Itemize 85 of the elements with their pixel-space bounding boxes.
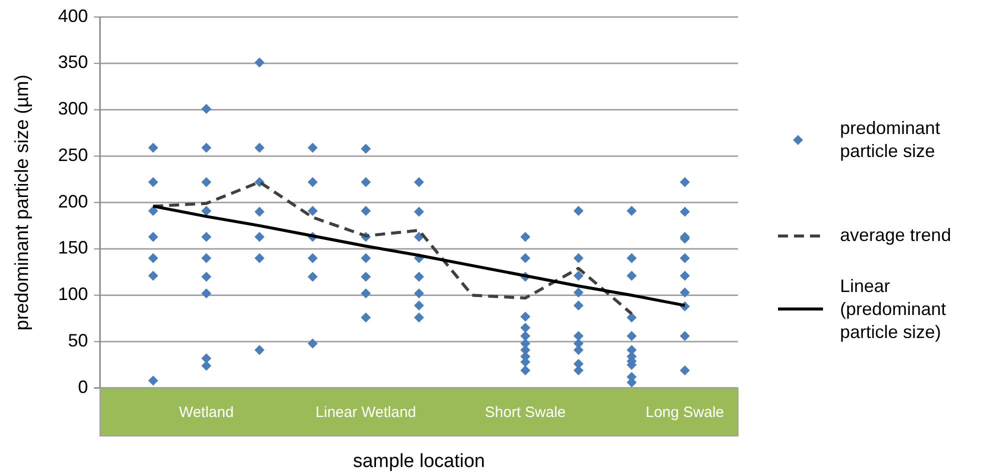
point [574,300,584,310]
point [148,253,158,264]
point [201,104,212,114]
point [308,142,318,153]
point [360,312,371,323]
point [626,270,637,281]
point [254,57,264,68]
y-tick-label: 300 [58,98,88,118]
point [414,312,424,323]
point [360,144,371,154]
point [680,331,690,342]
point [574,331,584,342]
point [680,253,690,264]
x-tick-label: Short Swale [484,404,566,421]
point [520,312,530,322]
point [520,365,530,376]
point [254,253,264,264]
point [201,360,212,371]
point [626,253,637,264]
x-tick-label: Wetland [178,404,234,421]
point [680,287,690,298]
x-tick-label: Linear Wetland [316,404,416,421]
point [148,206,158,216]
point [148,376,158,386]
point [201,272,212,282]
point [201,177,212,188]
legend-label: predominant particle size [840,118,940,161]
point [414,206,424,217]
point [148,142,158,153]
point [360,272,371,282]
y-tick-label: 250 [58,144,88,165]
x-tick-label: Long Swale [646,404,724,421]
point [360,206,371,216]
point [254,142,264,153]
y-tick-label: 100 [58,284,88,304]
point [308,206,318,216]
point [626,312,637,323]
point [254,206,264,217]
point [574,253,584,264]
point [201,353,212,364]
point [148,232,158,242]
point [148,270,158,281]
point [360,288,371,298]
y-tick-label: 150 [58,238,88,258]
y-axis-title: predominant particle size (µm) [12,74,33,330]
y-tick-label: 0 [78,376,88,397]
y-tick-label: 350 [58,52,88,72]
point [148,177,158,188]
point [201,253,212,264]
point [201,206,212,216]
point [360,177,371,188]
point [201,232,212,242]
point [414,232,424,242]
point [201,288,212,298]
point [680,270,690,281]
point [520,232,530,242]
y-tick-label: 400 [58,6,88,26]
point [360,253,371,264]
point [308,253,318,264]
legend-label: average trend [840,224,952,245]
x-axis-title: sample location [352,451,486,472]
point [414,300,424,310]
legend-label: Linear (predominant particle size) [840,276,946,342]
point [254,344,264,355]
point [414,272,424,282]
point [520,322,530,333]
point [414,288,424,298]
point [520,331,530,342]
point [680,177,690,188]
point [626,331,637,342]
point [520,253,530,264]
y-tick-label: 50 [68,330,88,350]
point [201,142,212,153]
y-tick-label: 200 [58,191,88,212]
point [680,365,690,376]
point [308,338,318,348]
point [414,177,424,188]
point [680,206,690,217]
point [308,272,318,282]
point [574,287,584,298]
point [254,232,264,242]
point [308,177,318,188]
point [574,206,584,216]
point [574,270,584,281]
point [626,206,637,216]
